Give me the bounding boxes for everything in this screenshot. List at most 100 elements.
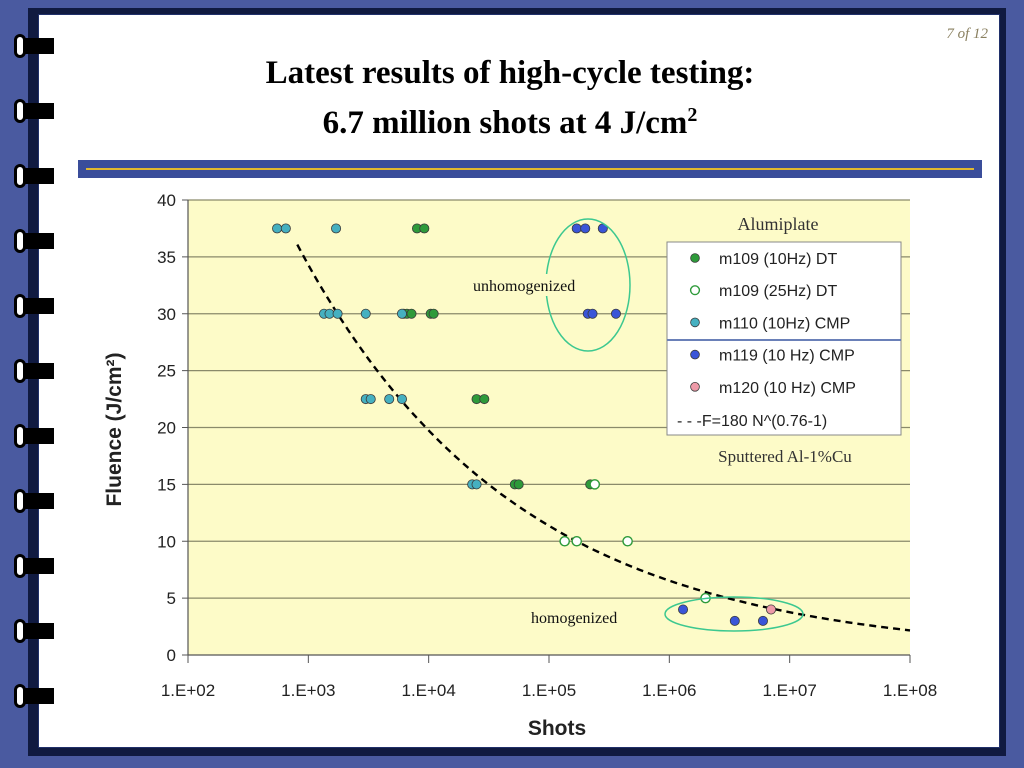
legend-title: Alumiplate bbox=[738, 214, 819, 234]
spiral-loop bbox=[14, 619, 26, 643]
data-point bbox=[471, 479, 482, 490]
legend-marker bbox=[690, 317, 700, 328]
data-point bbox=[419, 223, 430, 234]
data-point bbox=[396, 394, 407, 405]
spiral-loop bbox=[14, 164, 26, 188]
data-point bbox=[384, 394, 395, 405]
annotation-bg bbox=[471, 274, 618, 296]
data-point bbox=[428, 308, 439, 319]
data-point bbox=[766, 604, 777, 615]
title-superscript: 2 bbox=[687, 104, 698, 126]
annotation-homogenized: homogenized bbox=[531, 610, 617, 627]
legend-label: - - -F=180 N^(0.76-1) bbox=[677, 413, 827, 430]
x-tick-label: 1.E+03 bbox=[281, 681, 335, 700]
data-point bbox=[622, 535, 633, 547]
title-rule bbox=[78, 160, 982, 178]
title-rule-accent bbox=[86, 168, 974, 170]
title-line-1: Latest results of high-cycle testing: bbox=[265, 55, 755, 91]
y-tick-label: 10 bbox=[157, 532, 176, 551]
spiral-loop bbox=[14, 554, 26, 578]
slide-title: Latest results of high-cycle testing: 6.… bbox=[120, 52, 900, 144]
spiral-bar bbox=[22, 233, 54, 249]
spiral-ring bbox=[14, 164, 54, 188]
x-tick-label: 1.E+07 bbox=[762, 681, 816, 700]
spiral-bar bbox=[22, 688, 54, 704]
data-point bbox=[559, 535, 570, 547]
data-point bbox=[406, 308, 417, 319]
y-axis-label: Fluence (J/cm²) bbox=[103, 352, 126, 506]
y-tick-label: 5 bbox=[167, 589, 176, 608]
spiral-ring bbox=[14, 359, 54, 383]
spiral-ring bbox=[14, 294, 54, 318]
title-line-2-text: 6.7 million shots at 4 J/cm bbox=[322, 105, 688, 141]
data-point bbox=[272, 223, 283, 234]
spiral-loop bbox=[14, 424, 26, 448]
data-point bbox=[479, 394, 490, 405]
spiral-bar bbox=[22, 428, 54, 444]
data-point bbox=[757, 615, 768, 626]
data-point bbox=[610, 308, 621, 319]
y-tick-label: 25 bbox=[157, 362, 176, 381]
spiral-loop bbox=[14, 34, 26, 58]
spiral-ring bbox=[14, 489, 54, 513]
spiral-loop bbox=[14, 229, 26, 253]
legend-label: m120 (10 Hz) CMP bbox=[719, 380, 856, 397]
x-axis-label: Shots bbox=[528, 717, 586, 740]
data-point bbox=[729, 615, 740, 626]
y-tick-label: 0 bbox=[167, 646, 176, 665]
y-tick-label: 35 bbox=[157, 248, 176, 267]
data-point bbox=[587, 308, 598, 319]
data-point bbox=[678, 604, 689, 615]
spiral-ring bbox=[14, 229, 54, 253]
page-number: 7 of 12 bbox=[946, 26, 988, 42]
spiral-loop bbox=[14, 359, 26, 383]
spiral-ring bbox=[14, 99, 54, 123]
annotation-sputtered: Sputtered Al-1%Cu bbox=[718, 447, 852, 466]
title-line-2: 6.7 million shots at 4 J/cm2 bbox=[120, 94, 900, 144]
annotation-bg bbox=[529, 606, 657, 628]
spiral-loop bbox=[14, 294, 26, 318]
x-tick-label: 1.E+02 bbox=[161, 681, 215, 700]
annotation-unhomogenized: unhomogenized bbox=[473, 278, 575, 295]
spiral-bar bbox=[22, 168, 54, 184]
spiral-ring bbox=[14, 554, 54, 578]
spiral-bar bbox=[22, 493, 54, 509]
spiral-loop bbox=[14, 489, 26, 513]
data-point bbox=[280, 223, 291, 234]
data-point bbox=[589, 479, 601, 490]
legend-label: m110 (10Hz) CMP bbox=[719, 315, 850, 332]
spiral-ring bbox=[14, 619, 54, 643]
data-point bbox=[571, 535, 583, 547]
legend-marker bbox=[690, 253, 700, 263]
data-point bbox=[580, 223, 591, 234]
x-tick-label: 1.E+08 bbox=[883, 681, 937, 700]
x-tick-label: 1.E+06 bbox=[642, 681, 696, 700]
data-point bbox=[396, 308, 407, 319]
spiral-bar bbox=[22, 558, 54, 574]
y-tick-label: 20 bbox=[157, 419, 176, 438]
legend-marker bbox=[689, 285, 701, 296]
legend-label: m109 (25Hz) DT bbox=[719, 283, 837, 300]
spiral-loop bbox=[14, 99, 26, 123]
spiral-ring bbox=[14, 34, 54, 58]
spiral-bar bbox=[22, 298, 54, 314]
data-point bbox=[360, 308, 371, 319]
legend-marker bbox=[690, 349, 700, 360]
y-tick-label: 15 bbox=[157, 475, 176, 494]
homogenized-ellipse bbox=[664, 596, 804, 632]
data-point bbox=[513, 479, 524, 490]
data-point bbox=[331, 223, 342, 234]
spiral-bar bbox=[22, 363, 54, 379]
x-tick-label: 1.E+04 bbox=[401, 681, 455, 700]
legend-label: m119 (10 Hz) CMP bbox=[719, 348, 855, 365]
spiral-bar bbox=[22, 38, 54, 54]
y-tick-label: 40 bbox=[157, 191, 176, 210]
data-point bbox=[365, 394, 376, 405]
spiral-bar bbox=[22, 623, 54, 639]
spiral-bar bbox=[22, 103, 54, 119]
spiral-ring bbox=[14, 684, 54, 708]
x-tick-label: 1.E+05 bbox=[522, 681, 576, 700]
legend-label: m109 (10Hz) DT bbox=[719, 251, 837, 268]
data-point bbox=[332, 308, 343, 319]
